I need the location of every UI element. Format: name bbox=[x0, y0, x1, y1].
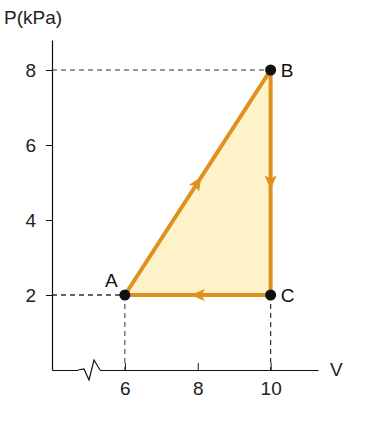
tick-label: 10 bbox=[261, 378, 282, 399]
tick-label: 8 bbox=[25, 60, 36, 81]
cycle-area bbox=[125, 70, 271, 295]
state-point bbox=[265, 290, 276, 301]
y-axis-title: P(kPa) bbox=[4, 7, 62, 28]
y-axis: 2 4 6 8 bbox=[25, 41, 52, 371]
chart: A B C 6 8 10 2 4 6 8 P(kPa) V bbox=[0, 0, 374, 422]
tick-mark bbox=[46, 295, 52, 296]
tick-mark bbox=[125, 363, 126, 370]
tick-label: 4 bbox=[25, 210, 36, 231]
guide-line bbox=[270, 295, 271, 370]
tick: 4 bbox=[25, 210, 52, 231]
arrow bbox=[265, 176, 277, 190]
tick-label: 6 bbox=[25, 135, 36, 156]
guide-line bbox=[52, 70, 271, 71]
axis-line bbox=[52, 41, 53, 371]
axis-break bbox=[78, 360, 100, 380]
point-label: C bbox=[281, 285, 295, 306]
tick-mark bbox=[46, 220, 52, 221]
tick-mark bbox=[46, 70, 52, 71]
state-point bbox=[119, 290, 130, 301]
tick-label: 6 bbox=[120, 378, 131, 399]
arrow bbox=[189, 173, 207, 191]
state-point bbox=[265, 65, 276, 76]
tick: 6 bbox=[120, 363, 131, 399]
arrow bbox=[191, 289, 205, 301]
tick: 2 bbox=[25, 285, 52, 306]
x-axis-title: V bbox=[330, 359, 343, 380]
tick-mark bbox=[46, 145, 52, 146]
cycle-path bbox=[125, 70, 271, 295]
guide-line bbox=[124, 295, 125, 370]
tick-label: 2 bbox=[25, 285, 36, 306]
plot-area bbox=[52, 65, 277, 371]
tick: 8 bbox=[193, 363, 204, 399]
tick: 10 bbox=[261, 363, 282, 399]
point-label: B bbox=[281, 60, 294, 81]
tick: 8 bbox=[25, 60, 52, 81]
point-label: A bbox=[105, 270, 118, 291]
tick-mark bbox=[271, 363, 272, 370]
tick-label: 8 bbox=[193, 378, 204, 399]
point-labels: A B C bbox=[105, 60, 294, 306]
tick-mark bbox=[198, 363, 199, 370]
tick: 6 bbox=[25, 135, 52, 156]
